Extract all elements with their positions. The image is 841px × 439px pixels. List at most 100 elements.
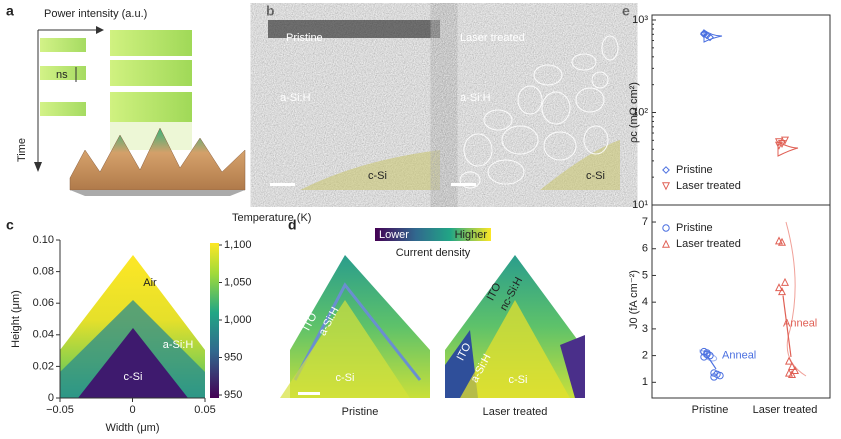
y-axis-label: J0 (fA cm⁻²) bbox=[628, 270, 640, 329]
x-axis-label: Width (μm) bbox=[105, 422, 159, 434]
scale-title: Current density bbox=[396, 247, 471, 259]
pulse bbox=[40, 38, 86, 52]
point bbox=[777, 287, 787, 296]
y-tick-label: 5 bbox=[642, 269, 648, 281]
pulse bbox=[40, 102, 86, 116]
y-tick-label: 0 bbox=[48, 392, 54, 404]
region-label: Air bbox=[143, 277, 157, 289]
region-label: c-Si bbox=[124, 371, 143, 383]
substrate bbox=[70, 190, 245, 196]
c-si-region bbox=[280, 300, 410, 398]
scale-bar bbox=[270, 183, 295, 186]
point bbox=[780, 136, 790, 145]
y-tick-label: 7 bbox=[642, 216, 648, 228]
point bbox=[710, 373, 718, 381]
legend-label: Pristine bbox=[676, 222, 713, 234]
y-tick-label: 10¹ bbox=[632, 199, 648, 211]
y-tick-label: 0.04 bbox=[33, 329, 54, 341]
colorbar-title: Temperature (K) bbox=[232, 212, 311, 224]
axis-label: Power intensity (a.u.) bbox=[44, 8, 147, 20]
y-tick-label: 2 bbox=[642, 350, 648, 362]
panel-label: d bbox=[288, 217, 297, 233]
pulse bbox=[40, 66, 86, 80]
grain-outlines bbox=[459, 35, 619, 189]
x-tick-label: Laser treated bbox=[753, 404, 818, 416]
layer-label: c-Si bbox=[509, 374, 528, 386]
y-tick-label: 3 bbox=[642, 323, 648, 335]
violin bbox=[785, 221, 807, 377]
annotation: Anneal bbox=[722, 350, 756, 362]
arrow bbox=[34, 162, 42, 172]
c-si-field bbox=[78, 328, 188, 398]
pulse-block bbox=[110, 92, 192, 122]
panel-label: b bbox=[266, 3, 275, 19]
colorbar-label: 1,000 bbox=[224, 314, 252, 326]
panel-label: c bbox=[6, 217, 14, 233]
colorbar bbox=[375, 228, 491, 241]
panel-label: e bbox=[622, 3, 630, 19]
arrow bbox=[96, 26, 104, 34]
colorbar-label: 950 bbox=[224, 351, 242, 363]
y-axis-label: ρc (mΩ cm²) bbox=[628, 82, 640, 143]
point bbox=[784, 356, 794, 365]
y-axis-label: Height (μm) bbox=[10, 290, 22, 348]
legend-label: Pristine bbox=[676, 164, 713, 176]
point bbox=[661, 182, 671, 191]
image-title: Pristine bbox=[286, 32, 323, 44]
colorbar-label: 950 bbox=[224, 389, 242, 401]
point bbox=[774, 283, 784, 292]
pulse-label: ns bbox=[56, 69, 68, 81]
c-si-region bbox=[300, 150, 440, 190]
violin bbox=[703, 29, 723, 43]
legend-label: Laser treated bbox=[676, 238, 741, 250]
point bbox=[780, 277, 790, 286]
x-tick-label: 0 bbox=[129, 404, 135, 416]
point bbox=[661, 239, 671, 248]
x-tick-label: Pristine bbox=[692, 404, 729, 416]
scale-bar bbox=[451, 183, 476, 186]
y-tick-label: 10² bbox=[632, 106, 648, 118]
image-title: Laser treated bbox=[460, 32, 525, 44]
y-tick-label: 4 bbox=[642, 296, 648, 308]
panel-e-frame bbox=[651, 14, 831, 399]
scale-bar bbox=[298, 392, 320, 395]
caption: Pristine bbox=[342, 406, 379, 418]
y-tick-label: 0.10 bbox=[33, 234, 54, 246]
point bbox=[790, 365, 800, 374]
region-label: a-Si:H bbox=[163, 339, 194, 351]
x-tick-label: 0.05 bbox=[194, 404, 215, 416]
point bbox=[777, 237, 787, 246]
arrow bbox=[707, 356, 717, 370]
textured-surface bbox=[69, 127, 246, 191]
y-tick-label: 6 bbox=[642, 243, 648, 255]
panel-b: Pristine a-Si:H c-Si Laser treated a-Si:… bbox=[268, 20, 620, 190]
scale-label: Lower bbox=[379, 229, 409, 241]
axis-label: Time bbox=[16, 138, 28, 162]
arrow bbox=[782, 295, 792, 358]
c-si-region bbox=[460, 300, 570, 398]
point bbox=[777, 139, 787, 149]
point bbox=[787, 361, 797, 370]
panel-c-field bbox=[60, 243, 219, 398]
y-tick-label: 0.06 bbox=[33, 297, 54, 309]
colorbar bbox=[210, 243, 219, 398]
point bbox=[703, 349, 711, 357]
y-tick-label: 1 bbox=[642, 376, 648, 388]
point bbox=[706, 33, 714, 42]
scale-label: Higher bbox=[455, 229, 488, 241]
point bbox=[700, 30, 708, 39]
y-tick-label: 10³ bbox=[632, 14, 648, 26]
panel-d: Lower Higher Current density ITO a-Si:H … bbox=[280, 228, 585, 418]
colorbar-label: 1,050 bbox=[224, 276, 252, 288]
point bbox=[787, 369, 797, 378]
panel-label: a bbox=[6, 3, 14, 19]
x-tick-label: −0.05 bbox=[46, 404, 74, 416]
substrate-label: c-Si bbox=[368, 170, 387, 182]
y-tick-label: 0.08 bbox=[33, 266, 54, 278]
annotation: Anneal bbox=[783, 317, 817, 329]
substrate-label: c-Si bbox=[586, 170, 605, 182]
point bbox=[774, 141, 784, 150]
layer-label: c-Si bbox=[336, 372, 355, 384]
point bbox=[662, 224, 670, 232]
